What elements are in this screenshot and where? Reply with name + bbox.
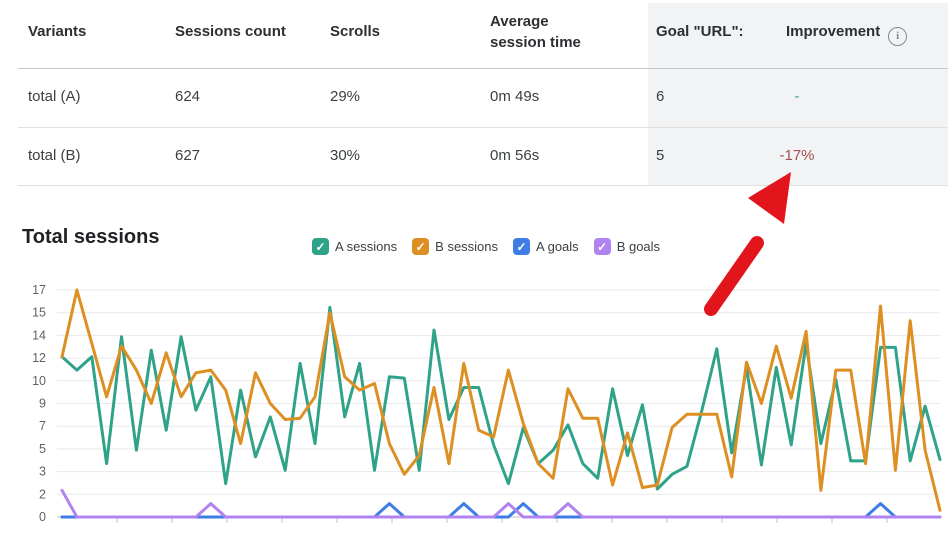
header-separator [18,68,948,69]
svg-text:15: 15 [32,306,46,320]
total-sessions-line-chart: 0 2 3 5 7 9 10 12 14 15 17 [32,283,942,524]
legend-label: A goals [536,239,579,254]
table-bottom-separator [18,185,948,186]
col-header-sessions: Sessions count [175,23,286,40]
cell-goal-a: 6 [656,88,665,105]
col-header-improvement: Improvement i [786,23,908,46]
svg-text:9: 9 [39,397,46,411]
checkbox-checked-icon[interactable]: ✓ [312,238,329,255]
legend-item-b-goals[interactable]: ✓ B goals [593,238,661,255]
col-header-variants: Variants [28,23,87,40]
cell-goal-b: 5 [656,147,665,164]
cell-variant-a: total (A) [28,88,81,105]
cell-scrolls-a: 29% [330,88,361,105]
col-header-goal-url: Goal "URL": [656,23,744,40]
cell-sessions-b: 627 [175,147,201,164]
checkbox-checked-icon[interactable]: ✓ [593,238,611,255]
legend-item-b-sessions[interactable]: ✓ B sessions [412,238,498,255]
legend-label: B sessions [435,239,499,254]
legend-label: B goals [616,239,661,254]
cell-avg-time-b: 0m 56s [490,147,540,164]
svg-text:0: 0 [39,510,46,524]
svg-text:14: 14 [32,328,46,342]
cell-avg-time-a: 0m 49s [490,88,540,105]
cell-variant-b: total (B) [28,147,81,164]
chart-legend: ✓ A sessions ✓ B sessions ✓ A goals ✓ B … [312,238,660,255]
cell-sessions-a: 624 [175,88,201,105]
svg-text:12: 12 [32,351,46,365]
svg-text:10: 10 [32,374,46,388]
info-icon[interactable]: i [888,27,908,46]
legend-item-a-goals[interactable]: ✓ A goals [513,238,579,255]
legend-label: A sessions [335,239,398,254]
legend-item-a-sessions[interactable]: ✓ A sessions [312,238,397,255]
svg-text:17: 17 [32,283,46,297]
svg-text:3: 3 [39,465,46,479]
cell-scrolls-b: 30% [330,147,361,164]
col-header-avg-time: Average session time [490,13,581,51]
checkbox-checked-icon[interactable]: ✓ [513,238,531,255]
svg-text:2: 2 [39,487,46,501]
svg-text:5: 5 [39,442,46,456]
col-header-scrolls: Scrolls [330,23,381,40]
chart-title: Total sessions [22,226,160,248]
row-separator [18,127,948,128]
cell-improvement-b: -17% [779,147,815,164]
svg-text:7: 7 [39,419,46,433]
checkbox-checked-icon[interactable]: ✓ [412,238,430,255]
cell-improvement-a: - [794,88,800,105]
